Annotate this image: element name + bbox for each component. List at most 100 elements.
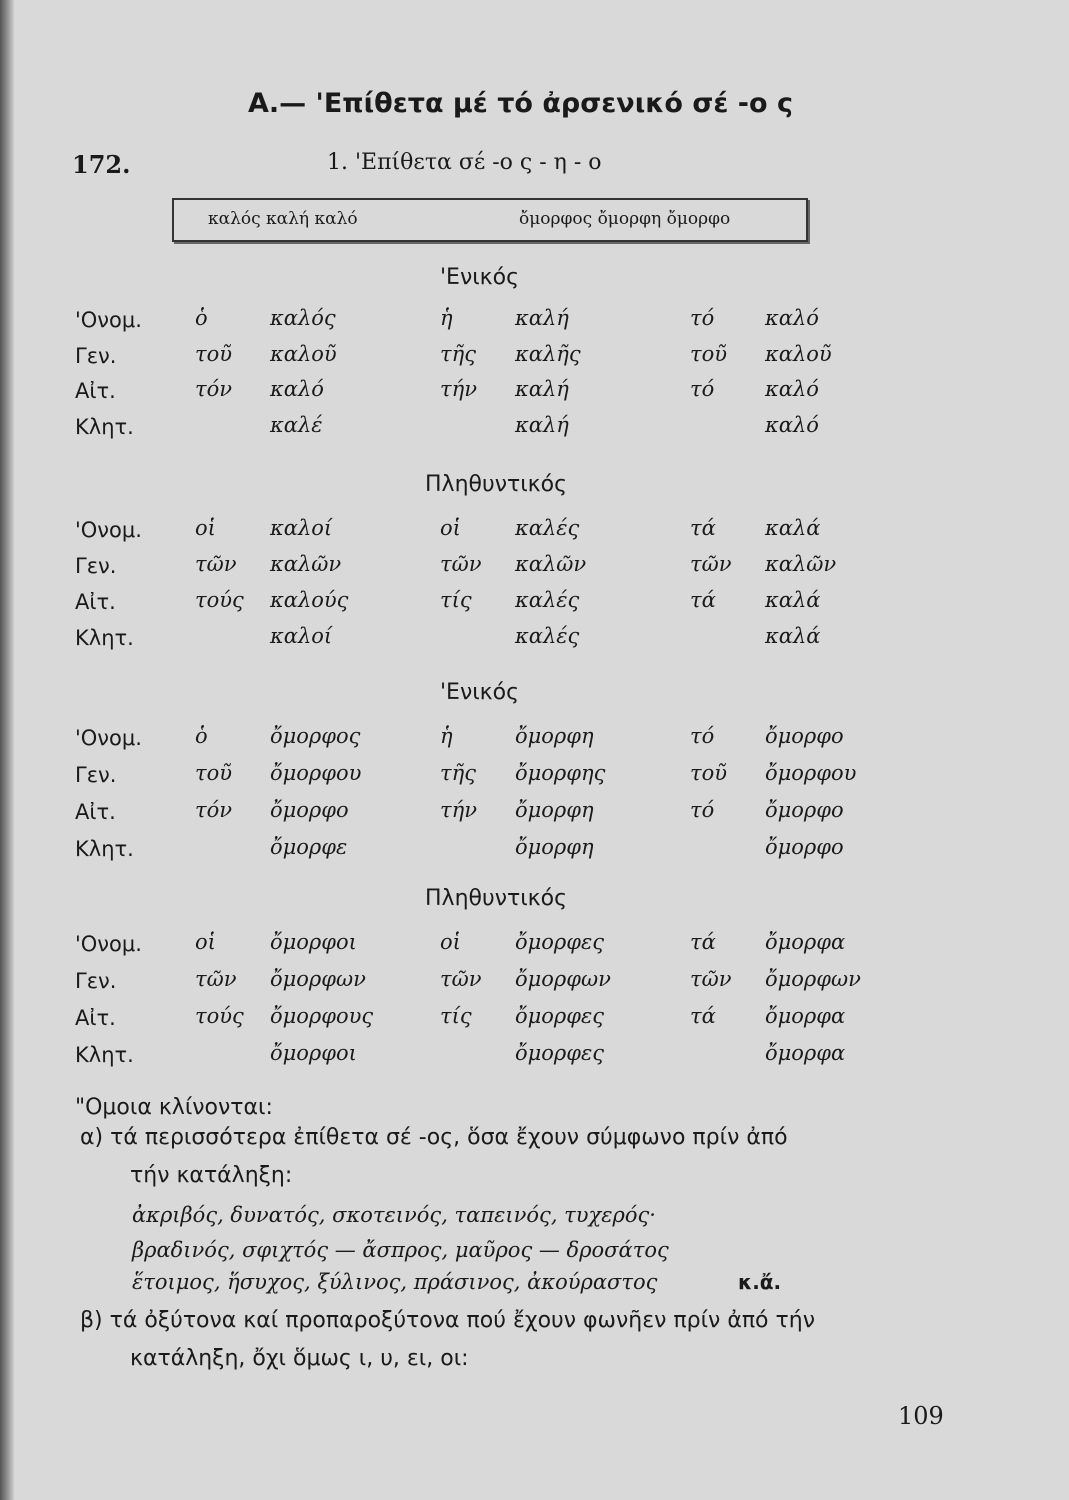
adjective-fem: ὄμορφη: [515, 835, 594, 859]
box-right-paradigm: ὄμορφος ὄμορφη ὄμορφο: [519, 209, 731, 229]
section-subheading: 1. 'Επίθετα σέ -ο ς - η - ο: [327, 150, 602, 175]
article-neut: τοῦ: [690, 341, 728, 366]
article-fem: ἡ: [440, 724, 453, 748]
adjective-masc: καλοί: [270, 624, 333, 648]
adjective-masc: ὄμορφου: [270, 761, 362, 785]
adjective-neut: ὄμορφο: [765, 724, 844, 748]
adjective-fem: ὄμορφης: [515, 761, 606, 785]
article-neut: τό: [690, 798, 715, 822]
adjective-neut: καλά: [765, 624, 821, 648]
case-label: Γεν.: [75, 969, 117, 993]
adjective-neut: ὄμορφα: [765, 930, 846, 954]
case-label: 'Ονομ.: [75, 726, 142, 750]
adjective-neut: καλῶν: [765, 552, 837, 576]
case-label: Γεν.: [75, 554, 117, 578]
page-title: Α.— 'Επίθετα μέ τό ἀρσενικό σέ -ο ς: [248, 88, 793, 119]
article-fem: τῶν: [440, 967, 482, 991]
adjective-masc: ὄμορφων: [270, 967, 366, 991]
article-fem: τῶν: [440, 552, 482, 576]
adjective-neut: καλό: [765, 377, 819, 401]
note-a-examples-2: βραδινός, σφιχτός — ἄσπρος, μαῦρος — δρο…: [132, 1238, 669, 1262]
adjective-masc: καλό: [270, 377, 324, 401]
article-fem: ἡ: [440, 306, 453, 330]
adjective-neut: ὄμορφα: [765, 1041, 846, 1065]
article-masc: ὁ: [195, 306, 208, 330]
article-fem: τῆς: [440, 341, 476, 366]
adjective-masc: ὄμορφε: [270, 835, 348, 859]
article-fem: τίς: [440, 1004, 472, 1028]
adjective-fem: ὄμορφη: [515, 724, 594, 748]
adjective-fem: καλές: [515, 516, 580, 540]
section-number: 172.: [72, 150, 131, 179]
adjective-neut: καλό: [765, 412, 819, 437]
case-label: Αἰτ.: [75, 1006, 116, 1030]
case-label: Κλητ.: [75, 837, 134, 861]
adjective-masc: ὄμορφος: [270, 724, 361, 748]
adjective-neut: καλά: [765, 588, 821, 612]
adjective-fem: καλή: [515, 306, 569, 330]
case-label: Γεν.: [75, 763, 117, 787]
case-label: Αἰτ.: [75, 800, 116, 824]
case-label: Κλητ.: [75, 414, 134, 439]
case-label: Αἰτ.: [75, 590, 116, 614]
article-neut: τά: [690, 588, 716, 612]
article-masc: οἱ: [195, 930, 216, 954]
page-number: 109: [898, 1402, 944, 1430]
note-a-etc: κ.ἄ.: [738, 1270, 782, 1294]
adjective-masc: ὄμορφοι: [270, 930, 357, 954]
article-neut: τό: [690, 724, 715, 748]
note-a-examples-3: ἕτοιμος, ἥσυχος, ξύλινος, πράσινος, ἀκού…: [132, 1270, 658, 1294]
article-masc: τόν: [195, 377, 233, 401]
adjective-neut: ὄμορφων: [765, 967, 861, 991]
article-masc: τόν: [195, 798, 233, 822]
adjective-neut: καλοῦ: [765, 341, 832, 366]
adjective-masc: ὄμορφους: [270, 1004, 374, 1028]
adjective-neut: ὄμορφο: [765, 835, 844, 859]
article-neut: τῶν: [690, 967, 732, 991]
case-label: 'Ονομ.: [75, 932, 142, 956]
adjective-neut: ὄμορφου: [765, 761, 857, 785]
article-neut: τό: [690, 377, 715, 401]
adjective-masc: ὄμορφο: [270, 798, 349, 822]
article-masc: τούς: [195, 1004, 244, 1028]
number-heading: 'Ενικός: [440, 680, 520, 705]
adjective-fem: ὄμορφες: [515, 930, 605, 954]
article-fem: τίς: [440, 588, 472, 612]
article-neut: τό: [690, 306, 715, 330]
article-fem: τήν: [440, 377, 477, 401]
article-masc: τοῦ: [195, 341, 233, 366]
case-label: 'Ονομ.: [75, 308, 142, 332]
adjective-neut: καλά: [765, 516, 821, 540]
paradigm-box: καλός καλή καλό ὄμορφος ὄμορφη ὄμορφο: [172, 198, 808, 242]
adjective-neut: καλό: [765, 306, 819, 330]
adjective-masc: καλοί: [270, 516, 333, 540]
note-a-line2: τήν κατάληξη:: [130, 1163, 293, 1188]
number-heading: 'Ενικός: [440, 265, 520, 290]
adjective-masc: καλῶν: [270, 552, 342, 576]
article-neut: τά: [690, 930, 716, 954]
adjective-neut: ὄμορφα: [765, 1004, 846, 1028]
adjective-masc: καλοῦ: [270, 341, 337, 366]
article-neut: τά: [690, 1004, 716, 1028]
case-label: Αἰτ.: [75, 379, 116, 403]
adjective-fem: καλή: [515, 377, 569, 401]
case-label: Κλητ.: [75, 1043, 134, 1067]
box-left-paradigm: καλός καλή καλό: [208, 209, 358, 229]
article-masc: τῶν: [195, 967, 237, 991]
article-neut: τῶν: [690, 552, 732, 576]
adjective-fem: ὄμορφες: [515, 1041, 605, 1065]
adjective-masc: καλέ: [270, 412, 323, 437]
adjective-fem: καλῶν: [515, 552, 587, 576]
adjective-fem: ὄμορφες: [515, 1004, 605, 1028]
article-neut: τοῦ: [690, 761, 728, 785]
article-fem: οἱ: [440, 516, 461, 540]
article-fem: οἱ: [440, 930, 461, 954]
adjective-masc: ὄμορφοι: [270, 1041, 357, 1065]
adjective-fem: καλές: [515, 588, 580, 612]
article-neut: τά: [690, 516, 716, 540]
note-a-line1: α) τά περισσότερα ἐπίθετα σέ -ος, ὅσα ἔχ…: [80, 1125, 788, 1150]
number-heading: Πληθυντικός: [425, 472, 568, 497]
adjective-fem: καλή: [515, 412, 569, 437]
adjective-fem: καλῆς: [515, 341, 581, 366]
case-label: Γεν.: [75, 343, 117, 368]
